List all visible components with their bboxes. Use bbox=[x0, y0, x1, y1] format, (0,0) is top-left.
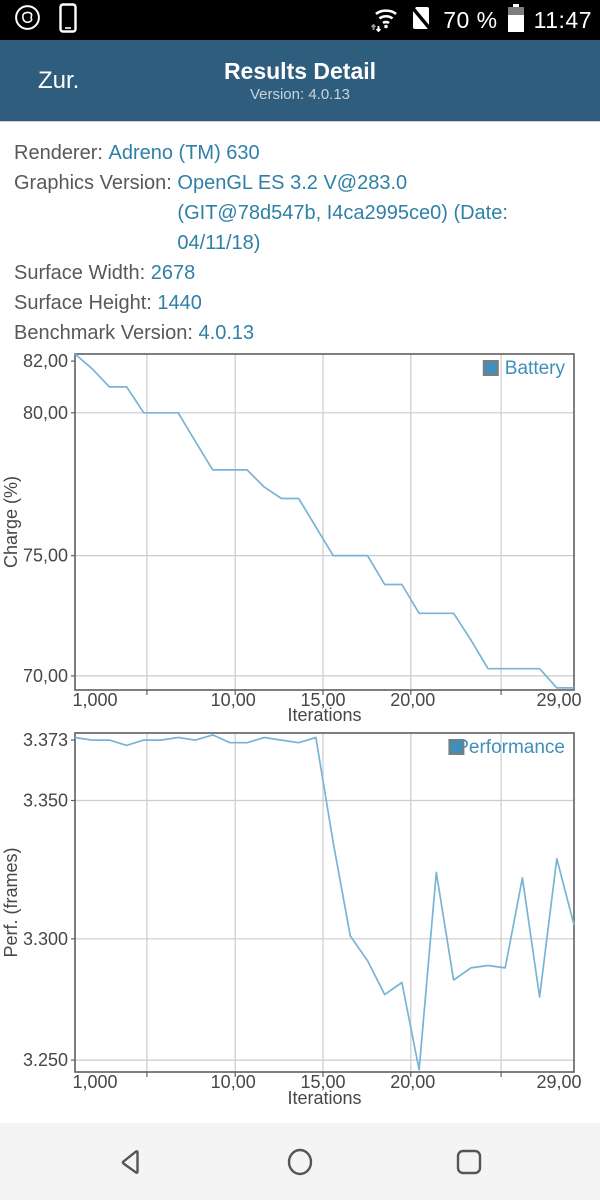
recents-button[interactable] bbox=[443, 1136, 495, 1188]
info-value: OpenGL ES 3.2 V@283.0 (GIT@78d547b, I4ca… bbox=[177, 172, 508, 254]
device-icon bbox=[59, 2, 77, 38]
info-row-4: Benchmark Version: 4.0.13 bbox=[14, 318, 600, 348]
x-tick-label: 1,000 bbox=[72, 1072, 117, 1092]
performance-series-line bbox=[74, 734, 575, 1071]
info-row-1: Graphics Version: OpenGL ES 3.2 V@283.0 … bbox=[14, 168, 600, 258]
legend-swatch bbox=[448, 739, 465, 755]
legend-swatch bbox=[482, 360, 499, 376]
info-value: Adreno (TM) 630 bbox=[108, 142, 260, 164]
x-tick-label: 15,00 bbox=[300, 1072, 345, 1092]
battery-icon bbox=[507, 3, 525, 38]
info-value: 4.0.13 bbox=[198, 322, 255, 344]
info-label: Benchmark Version: bbox=[14, 322, 199, 344]
legend-label: Performance bbox=[456, 737, 565, 758]
benchmark-info-section: Renderer: Adreno (TM) 630 Graphics Versio… bbox=[0, 122, 600, 348]
y-tick-label: 70,00 bbox=[23, 666, 68, 686]
x-tick-label: 1,000 bbox=[72, 690, 117, 710]
plot-border bbox=[74, 732, 575, 1073]
x-axis-title: Iterations bbox=[287, 705, 361, 722]
info-value: 2678 bbox=[150, 262, 196, 284]
plot-border bbox=[74, 353, 575, 691]
no-sim-icon bbox=[408, 4, 434, 37]
page-subtitle: Version: 4.0.13 bbox=[249, 85, 351, 103]
x-tick-label: 10,00 bbox=[211, 1072, 256, 1092]
back-button[interactable] bbox=[105, 1136, 157, 1188]
y-axis-title: Charge (%) bbox=[1, 476, 21, 568]
x-tick-label: 15,00 bbox=[300, 690, 345, 710]
status-icons-right: 70 % 11:47 bbox=[369, 3, 592, 38]
x-tick-label: 29,00 bbox=[536, 1072, 581, 1092]
info-label: Surface Height: bbox=[14, 292, 158, 314]
y-tick-label: 3.250 bbox=[23, 1050, 68, 1070]
x-tick-label: 29,00 bbox=[536, 690, 581, 710]
battery-percent-text: 70 % bbox=[443, 6, 498, 33]
y-tick-label: 82,00 bbox=[23, 351, 68, 371]
status-bar: 70 % 11:47 bbox=[0, 0, 600, 40]
x-axis-title: Iterations bbox=[287, 1088, 361, 1108]
info-label: Renderer: bbox=[14, 142, 109, 164]
wifi-updown-icon bbox=[369, 4, 399, 37]
legend-label: Battery bbox=[505, 358, 566, 379]
info-row-2: Surface Width: 2678 bbox=[14, 258, 600, 288]
info-value: 1440 bbox=[157, 292, 202, 314]
info-row-0: Renderer: Adreno (TM) 630 bbox=[14, 138, 600, 168]
y-tick-label: 80,00 bbox=[23, 403, 68, 423]
back-nav-button[interactable]: Zur. bbox=[38, 66, 80, 94]
y-tick-label: 3.350 bbox=[23, 791, 68, 811]
page-title: Results Detail bbox=[223, 57, 377, 84]
x-tick-label: 20,00 bbox=[390, 690, 435, 710]
clock-text: 11:47 bbox=[533, 6, 592, 33]
battery-chart: 82,00 80,00 75,00 70,001,000 10,00 15,00 20,00… bbox=[1, 351, 582, 722]
info-row-3: Surface Height: 1440 bbox=[14, 288, 600, 318]
y-tick-label: 75,00 bbox=[23, 546, 68, 566]
y-tick-label: 3.373 bbox=[23, 730, 68, 750]
y-tick-label: 3.300 bbox=[23, 929, 68, 949]
y-axis-title: Perf. (frames) bbox=[1, 847, 21, 957]
info-label: Surface Width: bbox=[14, 262, 151, 284]
app-header: Zur. Results Detail Version: 4.0.13 bbox=[0, 40, 600, 122]
home-button[interactable] bbox=[274, 1136, 326, 1188]
android-nav-bar bbox=[0, 1123, 600, 1200]
x-tick-label: 20,00 bbox=[390, 1072, 435, 1092]
info-label: Graphics Version: bbox=[14, 172, 178, 194]
x-tick-label: 10,00 bbox=[211, 690, 256, 710]
status-icons-left bbox=[8, 2, 77, 38]
battery-series-line bbox=[74, 353, 574, 689]
app-notification-icon bbox=[14, 4, 41, 36]
